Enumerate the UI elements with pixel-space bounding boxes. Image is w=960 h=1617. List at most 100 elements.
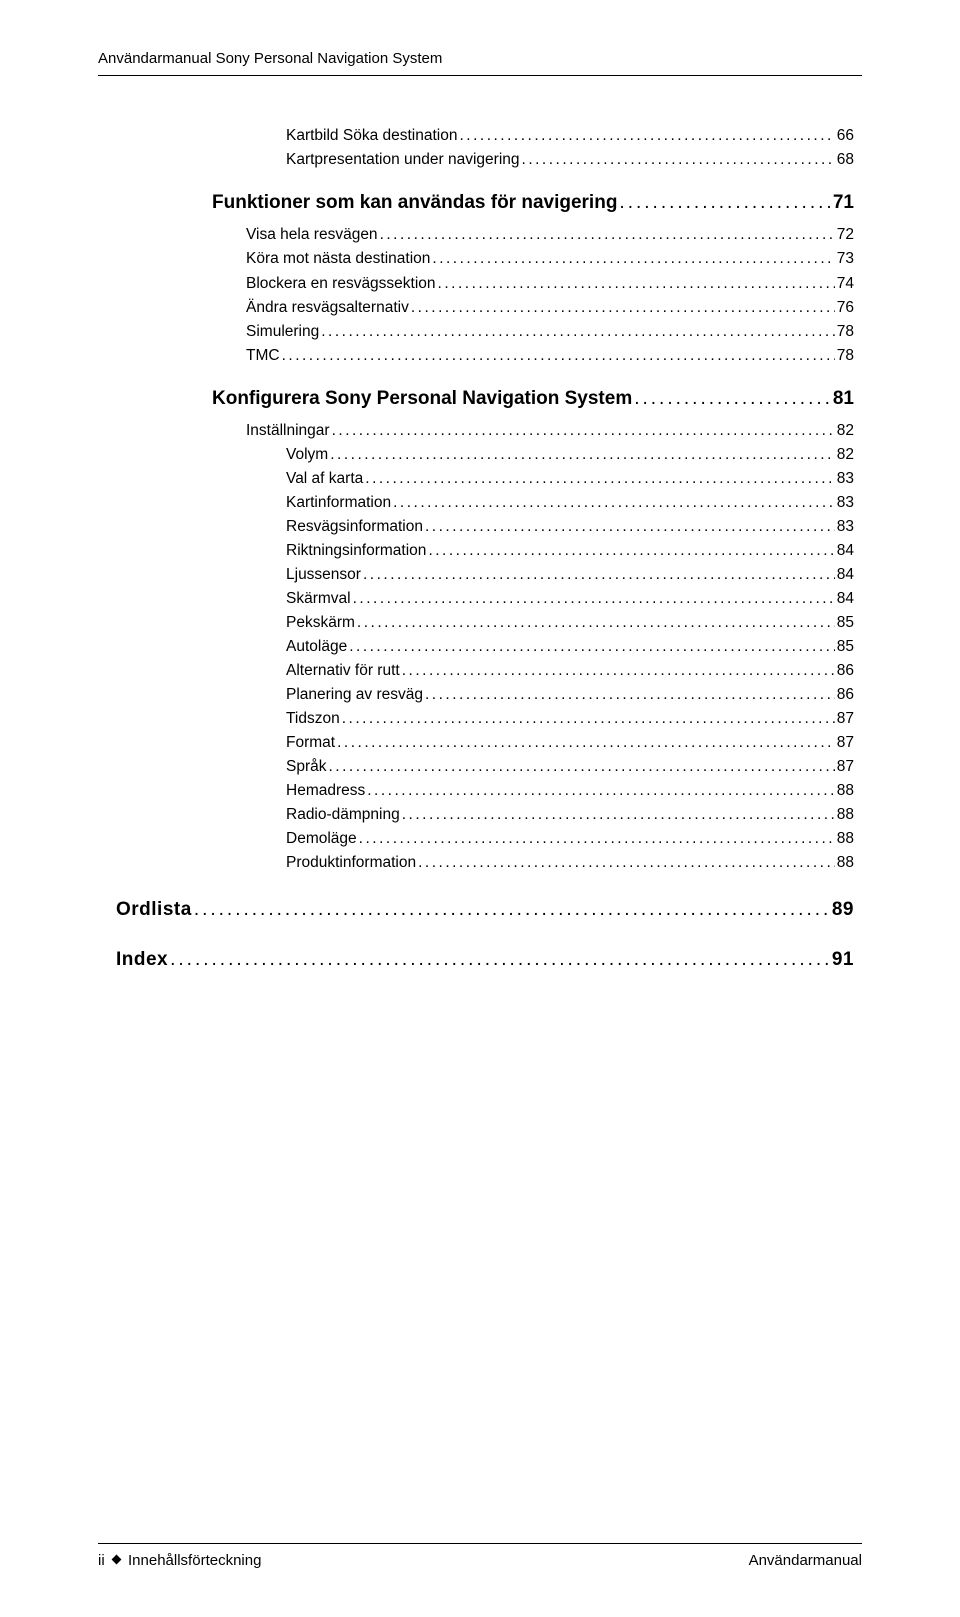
diamond-icon bbox=[111, 1555, 121, 1565]
footer-left-text: Innehållsförteckning bbox=[128, 1552, 261, 1569]
page-footer: ii Innehållsförteckning Användarmanual bbox=[98, 1543, 862, 1569]
toc-page: 71 bbox=[833, 188, 854, 217]
toc-dots: ........................................… bbox=[418, 851, 835, 875]
toc-entry: Kartinformation.........................… bbox=[212, 491, 854, 515]
toc-entry: Planering av resväg.....................… bbox=[212, 683, 854, 707]
toc-label: Autoläge bbox=[286, 635, 347, 659]
toc-entry: Pekskärm................................… bbox=[212, 611, 854, 635]
table-of-contents-bottom: Ordlista................................… bbox=[98, 895, 862, 974]
toc-dots: ........................................… bbox=[425, 683, 835, 707]
toc-dots: ........................................… bbox=[282, 344, 835, 368]
toc-dots: ........................................… bbox=[367, 779, 835, 803]
toc-entry: Hemadress...............................… bbox=[212, 779, 854, 803]
toc-entry: Köra mot nästa destination..............… bbox=[212, 247, 854, 271]
table-of-contents: Kartbild Söka destination...............… bbox=[98, 124, 862, 875]
toc-page: 72 bbox=[837, 223, 854, 247]
footer-row: ii Innehållsförteckning Användarmanual bbox=[98, 1552, 862, 1569]
toc-entry: Volym...................................… bbox=[212, 443, 854, 467]
toc-dots: ........................................… bbox=[522, 148, 835, 172]
toc-dots: ........................................… bbox=[402, 659, 835, 683]
toc-page: 84 bbox=[837, 539, 854, 563]
toc-page: 74 bbox=[837, 272, 854, 296]
toc-label: Kartbild Söka destination bbox=[286, 124, 457, 148]
toc-dots: ........................................… bbox=[359, 827, 835, 851]
toc-entry: Produktinformation......................… bbox=[212, 851, 854, 875]
toc-page: 91 bbox=[832, 945, 854, 974]
toc-entry: Språk...................................… bbox=[212, 755, 854, 779]
toc-label: Resvägsinformation bbox=[286, 515, 423, 539]
toc-dots: ........................................… bbox=[393, 491, 835, 515]
toc-dots: ........................................… bbox=[438, 272, 835, 296]
toc-page: 87 bbox=[837, 731, 854, 755]
toc-entry: Inställningar...........................… bbox=[212, 419, 854, 443]
toc-entry: Riktningsinformation....................… bbox=[212, 539, 854, 563]
toc-label: Visa hela resvägen bbox=[246, 223, 378, 247]
header-rule bbox=[98, 75, 862, 76]
toc-label: Funktioner som kan användas för navigeri… bbox=[212, 188, 617, 217]
toc-entry: Format..................................… bbox=[212, 731, 854, 755]
toc-label: Ändra resvägsalternativ bbox=[246, 296, 409, 320]
toc-entry: Autoläge................................… bbox=[212, 635, 854, 659]
toc-label: Skärmval bbox=[286, 587, 351, 611]
toc-label: Radio-dämpning bbox=[286, 803, 400, 827]
toc-label: Hemadress bbox=[286, 779, 365, 803]
toc-label: Tidszon bbox=[286, 707, 340, 731]
toc-dots: ........................................… bbox=[337, 731, 835, 755]
toc-entry: Konfigurera Sony Personal Navigation Sys… bbox=[212, 384, 854, 413]
toc-label: Alternativ för rutt bbox=[286, 659, 400, 683]
toc-label: Kartpresentation under navigering bbox=[286, 148, 520, 172]
toc-page: 73 bbox=[837, 247, 854, 271]
toc-label: TMC bbox=[246, 344, 280, 368]
toc-page: 78 bbox=[837, 344, 854, 368]
toc-label: Produktinformation bbox=[286, 851, 416, 875]
toc-page: 82 bbox=[837, 443, 854, 467]
toc-label: Planering av resväg bbox=[286, 683, 423, 707]
toc-label: Blockera en resvägssektion bbox=[246, 272, 436, 296]
toc-page: 88 bbox=[837, 803, 854, 827]
toc-entry: Simulering..............................… bbox=[212, 320, 854, 344]
toc-label: Volym bbox=[286, 443, 328, 467]
toc-dots: ........................................… bbox=[353, 587, 835, 611]
toc-entry: Ljussensor..............................… bbox=[212, 563, 854, 587]
toc-page: 86 bbox=[837, 659, 854, 683]
toc-dots: ........................................… bbox=[332, 419, 835, 443]
header-title: Användarmanual Sony Personal Navigation … bbox=[98, 50, 442, 67]
toc-page: 87 bbox=[837, 707, 854, 731]
document-page: Användarmanual Sony Personal Navigation … bbox=[0, 0, 960, 1617]
toc-entry: Alternativ för rutt.....................… bbox=[212, 659, 854, 683]
toc-entry: Radio-dämpning..........................… bbox=[212, 803, 854, 827]
toc-page: 68 bbox=[837, 148, 854, 172]
toc-dots: ........................................… bbox=[634, 384, 831, 413]
toc-label: Kartinformation bbox=[286, 491, 391, 515]
footer-rule bbox=[98, 1543, 862, 1544]
toc-page: 85 bbox=[837, 635, 854, 659]
toc-dots: ........................................… bbox=[329, 755, 835, 779]
toc-page: 83 bbox=[837, 467, 854, 491]
toc-page: 83 bbox=[837, 491, 854, 515]
toc-page: 66 bbox=[837, 124, 854, 148]
toc-entry: Resvägsinformation......................… bbox=[212, 515, 854, 539]
toc-dots: ........................................… bbox=[349, 635, 835, 659]
toc-entry: Blockera en resvägssektion..............… bbox=[212, 272, 854, 296]
toc-dots: ........................................… bbox=[428, 539, 834, 563]
toc-label: Pekskärm bbox=[286, 611, 355, 635]
toc-page: 89 bbox=[832, 895, 854, 924]
toc-label: Index bbox=[116, 945, 168, 974]
toc-dots: ........................................… bbox=[357, 611, 835, 635]
toc-label: Konfigurera Sony Personal Navigation Sys… bbox=[212, 384, 632, 413]
toc-page: 88 bbox=[837, 779, 854, 803]
toc-label: Köra mot nästa destination bbox=[246, 247, 430, 271]
toc-page: 82 bbox=[837, 419, 854, 443]
toc-page: 86 bbox=[837, 683, 854, 707]
toc-dots: ........................................… bbox=[321, 320, 835, 344]
footer-right: Användarmanual bbox=[749, 1552, 862, 1569]
toc-label: Simulering bbox=[246, 320, 319, 344]
toc-page: 81 bbox=[833, 384, 854, 413]
toc-dots: ........................................… bbox=[363, 563, 835, 587]
toc-entry: Val af karta............................… bbox=[212, 467, 854, 491]
toc-page: 84 bbox=[837, 563, 854, 587]
toc-page: 83 bbox=[837, 515, 854, 539]
toc-label: Ljussensor bbox=[286, 563, 361, 587]
toc-dots: ........................................… bbox=[330, 443, 835, 467]
footer-left: ii Innehållsförteckning bbox=[98, 1552, 261, 1569]
